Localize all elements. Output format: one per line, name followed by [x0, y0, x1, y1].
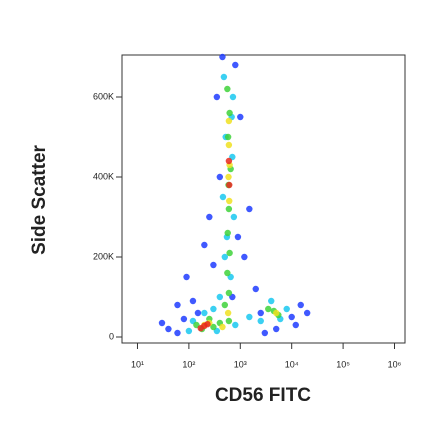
- x-axis-title: CD56 FITC: [215, 385, 311, 406]
- y-tick-label: 200K: [93, 251, 114, 261]
- point: [288, 313, 295, 321]
- point: [232, 321, 239, 329]
- x-tick-label: 10⁵: [336, 359, 350, 369]
- point: [225, 141, 233, 149]
- point: [229, 93, 237, 101]
- point: [226, 109, 233, 117]
- point: [183, 273, 190, 281]
- point: [201, 309, 208, 317]
- point: [252, 285, 259, 293]
- point: [165, 325, 172, 333]
- point: [174, 301, 181, 309]
- point: [273, 309, 280, 317]
- x-tick-label: 10¹: [131, 359, 144, 369]
- point: [174, 329, 181, 337]
- point: [225, 289, 233, 297]
- point: [225, 317, 233, 325]
- point: [220, 73, 228, 81]
- point: [221, 301, 229, 309]
- point: [224, 269, 231, 277]
- point: [303, 309, 311, 317]
- point: [241, 253, 248, 261]
- point: [189, 297, 197, 305]
- point: [204, 321, 211, 328]
- point: [224, 85, 231, 93]
- x-tick-label: 10⁴: [285, 359, 299, 369]
- point: [273, 325, 280, 333]
- point: [210, 305, 217, 313]
- point: [226, 181, 233, 189]
- point: [180, 315, 188, 323]
- point: [206, 213, 213, 221]
- point: [237, 113, 244, 121]
- x-tick-label: 10⁶: [388, 359, 402, 369]
- point: [283, 305, 290, 313]
- point: [197, 325, 204, 332]
- point: [194, 309, 202, 317]
- point: [210, 261, 217, 269]
- plot-frame: [121, 54, 406, 344]
- y-tick-label: 600K: [93, 91, 114, 101]
- point: [297, 301, 304, 309]
- point: [268, 297, 275, 305]
- y-tick-label: 0: [109, 331, 114, 341]
- y-axis-title: Side Scatter: [29, 144, 50, 254]
- point: [230, 213, 238, 221]
- point: [201, 241, 208, 249]
- point: [224, 229, 231, 237]
- point: [234, 233, 242, 241]
- point: [219, 323, 226, 331]
- point: [257, 317, 264, 325]
- y-tick-label: 400K: [93, 171, 114, 181]
- point: [225, 205, 233, 213]
- point: [224, 309, 232, 317]
- point: [257, 309, 264, 317]
- point: [225, 117, 233, 125]
- point: [246, 313, 253, 321]
- point: [158, 319, 166, 327]
- point: [219, 193, 227, 201]
- point: [219, 53, 226, 61]
- point: [226, 249, 233, 257]
- point: [246, 205, 253, 213]
- point: [216, 173, 224, 181]
- point: [213, 93, 221, 101]
- x-tick-label: 10²: [182, 359, 195, 369]
- point: [216, 293, 224, 301]
- point: [261, 329, 269, 337]
- point: [265, 305, 272, 313]
- point: [225, 173, 232, 181]
- point: [224, 133, 232, 141]
- point: [185, 327, 193, 335]
- point: [232, 61, 239, 69]
- point: [221, 253, 229, 261]
- point: [226, 197, 233, 205]
- point: [292, 321, 299, 329]
- x-tick-label: 10³: [234, 359, 247, 369]
- point: [210, 323, 217, 331]
- point: [225, 157, 233, 165]
